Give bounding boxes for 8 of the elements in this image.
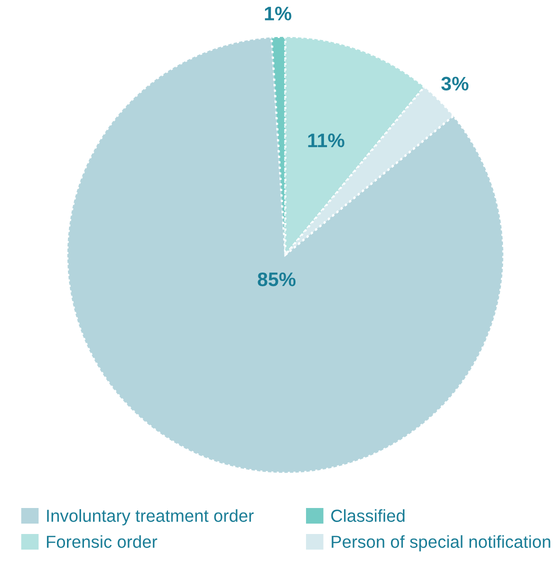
data-label: 1% [264, 6, 292, 20]
legend-label: Person of special notification [332, 535, 550, 552]
data-label: 3% [441, 76, 468, 91]
legend-label: Forensic order [46, 535, 158, 548]
legend-label: Classified [331, 509, 404, 522]
data-label: 11% [308, 134, 344, 148]
legend-label: Involuntary treatment order [47, 509, 254, 526]
data-label: 85% [258, 272, 296, 286]
